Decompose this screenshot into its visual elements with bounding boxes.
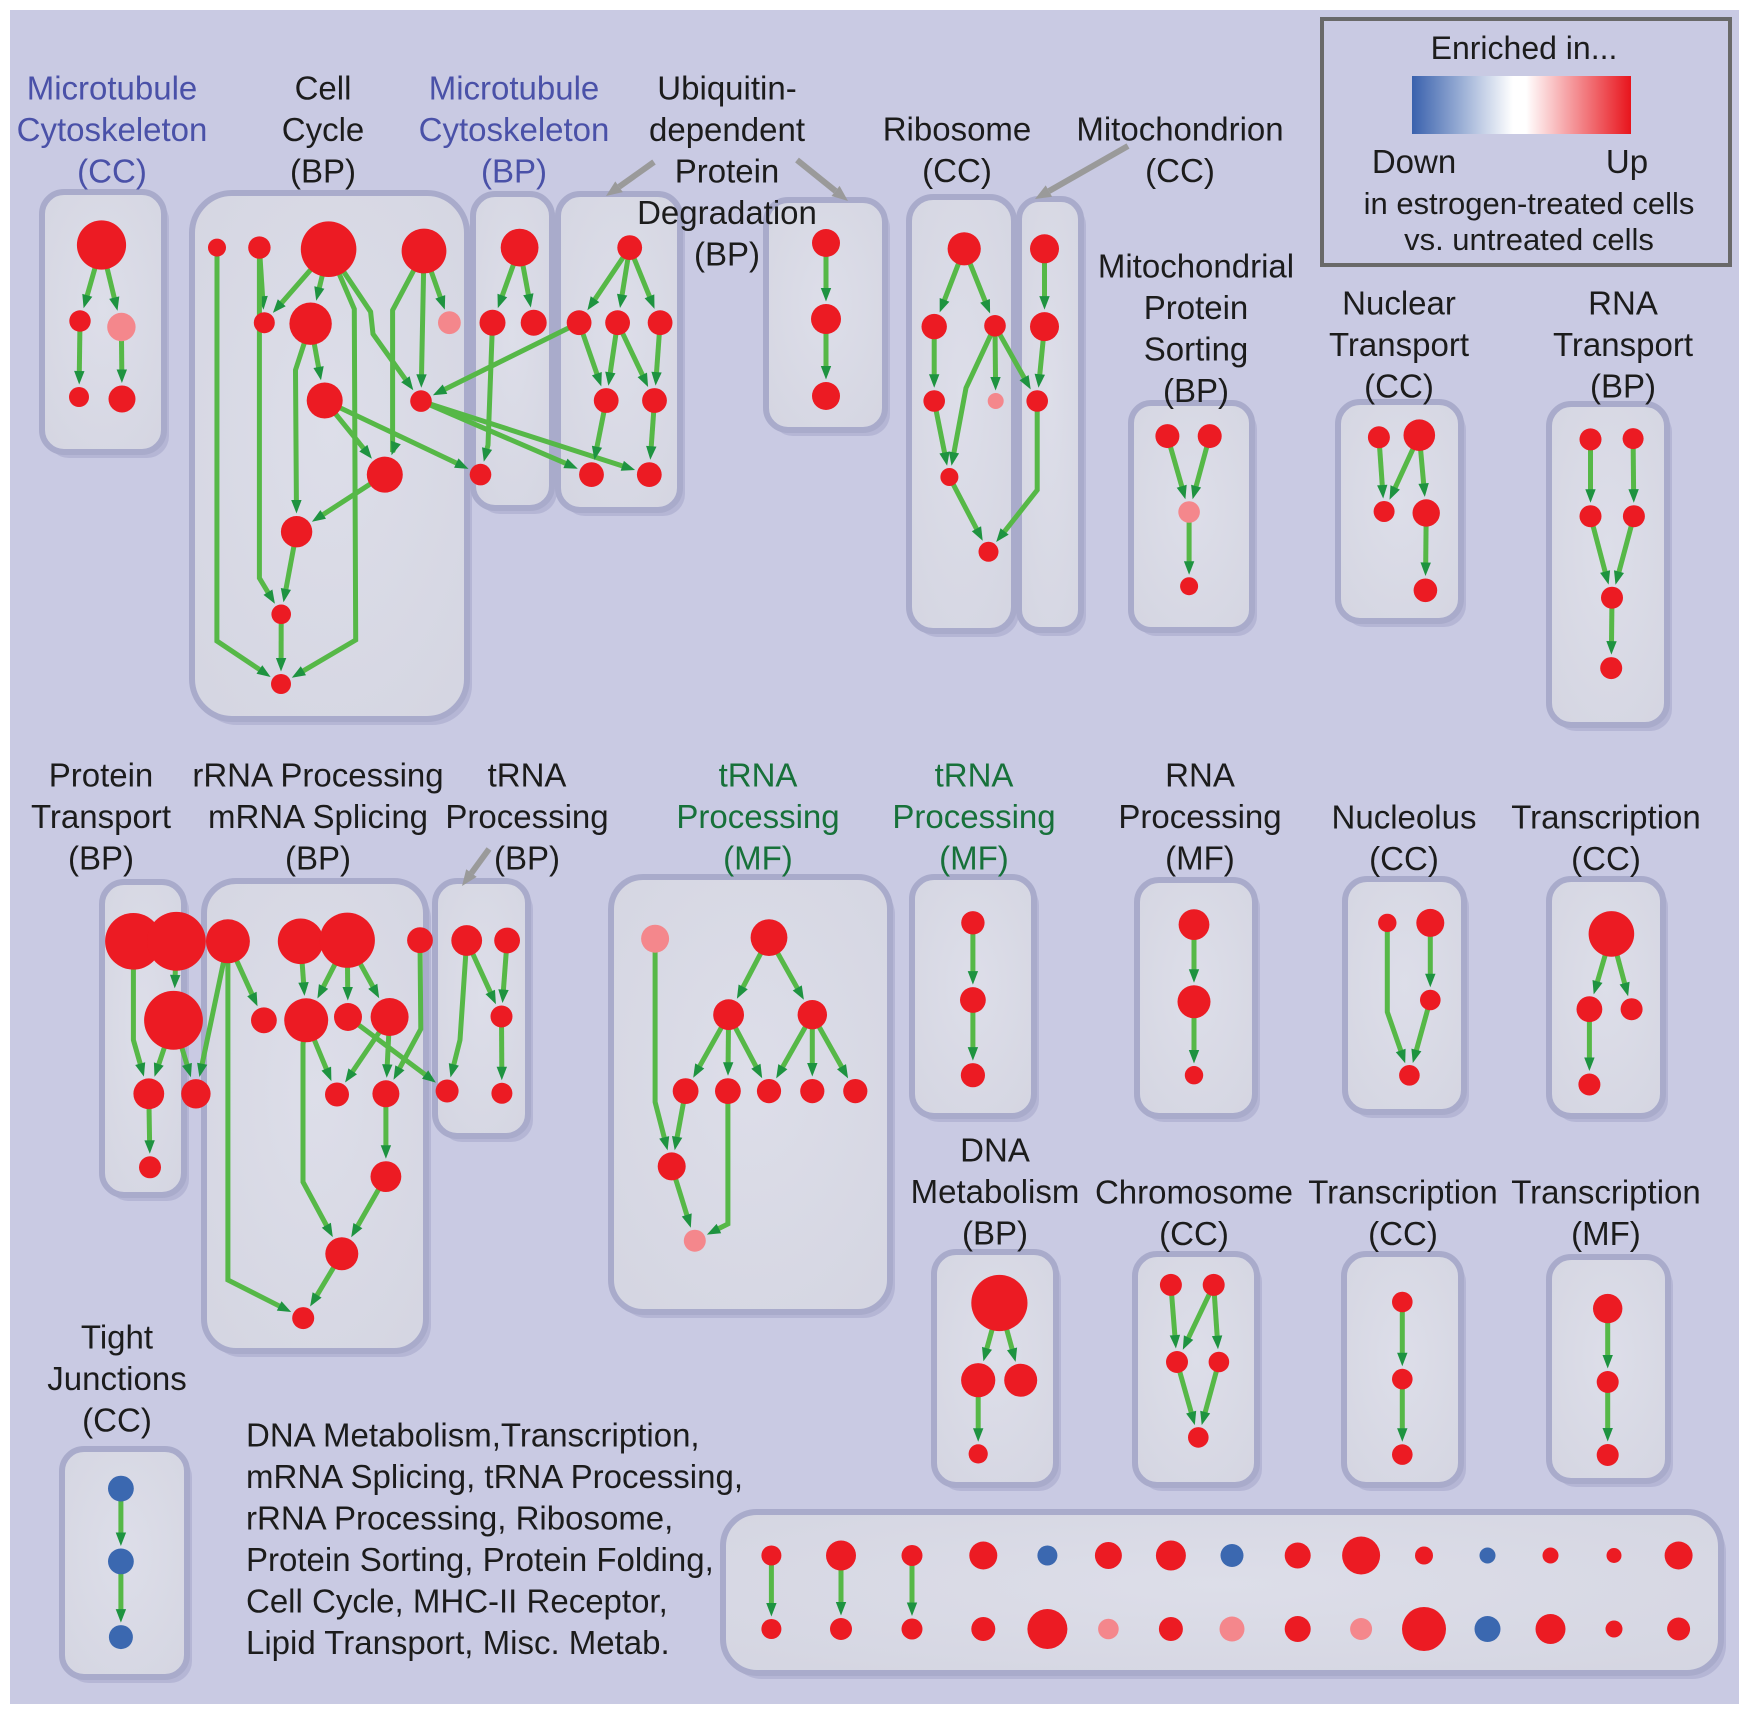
svg-text:Transcription: Transcription [1511,799,1701,836]
svg-text:Tight: Tight [81,1319,153,1356]
svg-text:Mitochondrion: Mitochondrion [1076,111,1283,148]
svg-text:Down: Down [1372,143,1456,180]
svg-text:Degradation: Degradation [637,194,817,231]
svg-text:Lipid Transport, Misc. Metab.: Lipid Transport, Misc. Metab. [246,1624,670,1661]
svg-text:(BP): (BP) [68,840,134,877]
svg-text:mRNA Splicing, tRNA Processing: mRNA Splicing, tRNA Processing, [246,1458,743,1495]
svg-text:rRNA Processing: rRNA Processing [192,757,443,794]
svg-text:RNA: RNA [1588,285,1658,322]
svg-text:Cell: Cell [295,70,352,107]
svg-text:tRNA: tRNA [488,757,567,794]
svg-text:(MF): (MF) [1165,840,1235,877]
svg-text:Microtubule: Microtubule [429,70,600,107]
svg-text:Nuclear: Nuclear [1342,285,1456,322]
svg-text:Cell Cycle, MHC-II Receptor,: Cell Cycle, MHC-II Receptor, [246,1583,668,1620]
svg-text:(BP): (BP) [285,840,351,877]
svg-text:vs. untreated cells: vs. untreated cells [1404,222,1654,257]
svg-text:Mitochondrial: Mitochondrial [1098,248,1294,285]
svg-text:Transport: Transport [1553,326,1693,363]
svg-text:Protein: Protein [1144,289,1249,326]
svg-text:(BP): (BP) [494,840,560,877]
svg-text:RNA: RNA [1165,757,1235,794]
svg-text:Enriched in...: Enriched in... [1431,30,1618,66]
svg-text:Transport: Transport [1329,326,1469,363]
svg-text:tRNA: tRNA [719,757,798,794]
svg-text:(BP): (BP) [290,153,356,190]
svg-text:(BP): (BP) [962,1215,1028,1252]
svg-text:Cytoskeleton: Cytoskeleton [419,111,610,148]
svg-text:(BP): (BP) [1590,368,1656,405]
svg-text:Up: Up [1606,143,1648,180]
svg-text:Protein: Protein [49,757,154,794]
svg-text:(MF): (MF) [939,840,1009,877]
svg-text:Chromosome: Chromosome [1095,1174,1293,1211]
svg-text:(MF): (MF) [1571,1215,1641,1252]
svg-text:(CC): (CC) [1364,368,1434,405]
svg-text:(CC): (CC) [1368,1215,1438,1252]
svg-text:Nucleolus: Nucleolus [1332,799,1477,836]
svg-text:(CC): (CC) [1369,840,1439,877]
svg-text:(CC): (CC) [82,1402,152,1439]
svg-text:rRNA Processing, Ribosome,: rRNA Processing, Ribosome, [246,1500,673,1537]
svg-text:Ubiquitin-: Ubiquitin- [657,70,796,107]
svg-text:(BP): (BP) [481,153,547,190]
svg-text:Processing: Processing [676,798,839,835]
svg-text:tRNA: tRNA [935,757,1014,794]
svg-text:mRNA Splicing: mRNA Splicing [208,798,428,835]
svg-text:dependent: dependent [649,111,805,148]
svg-text:Metabolism: Metabolism [911,1173,1080,1210]
svg-text:Transcription: Transcription [1308,1174,1498,1211]
svg-text:DNA: DNA [960,1132,1030,1169]
svg-text:(CC): (CC) [1159,1215,1229,1252]
svg-text:DNA Metabolism,Transcription,: DNA Metabolism,Transcription, [246,1417,700,1454]
svg-text:Transport: Transport [31,798,171,835]
svg-text:Cycle: Cycle [282,111,365,148]
svg-text:Junctions: Junctions [47,1360,186,1397]
svg-text:(CC): (CC) [1145,152,1215,189]
svg-text:(CC): (CC) [1571,840,1641,877]
svg-text:Cytoskeleton: Cytoskeleton [17,111,208,148]
svg-text:Ribosome: Ribosome [883,111,1032,148]
svg-text:Transcription: Transcription [1511,1174,1701,1211]
svg-text:Protein Sorting, Protein Foldi: Protein Sorting, Protein Folding, [246,1541,714,1578]
svg-text:Processing: Processing [445,798,608,835]
svg-text:in estrogen-treated cells: in estrogen-treated cells [1364,186,1695,221]
svg-text:Sorting: Sorting [1144,331,1249,368]
svg-text:Processing: Processing [892,798,1055,835]
svg-text:(MF): (MF) [723,840,793,877]
svg-text:Processing: Processing [1118,798,1281,835]
svg-text:Microtubule: Microtubule [27,70,198,107]
svg-text:Protein: Protein [675,153,780,190]
svg-text:(BP): (BP) [694,236,760,273]
svg-text:(CC): (CC) [77,153,147,190]
svg-text:(CC): (CC) [922,152,992,189]
svg-text:(BP): (BP) [1163,372,1229,409]
